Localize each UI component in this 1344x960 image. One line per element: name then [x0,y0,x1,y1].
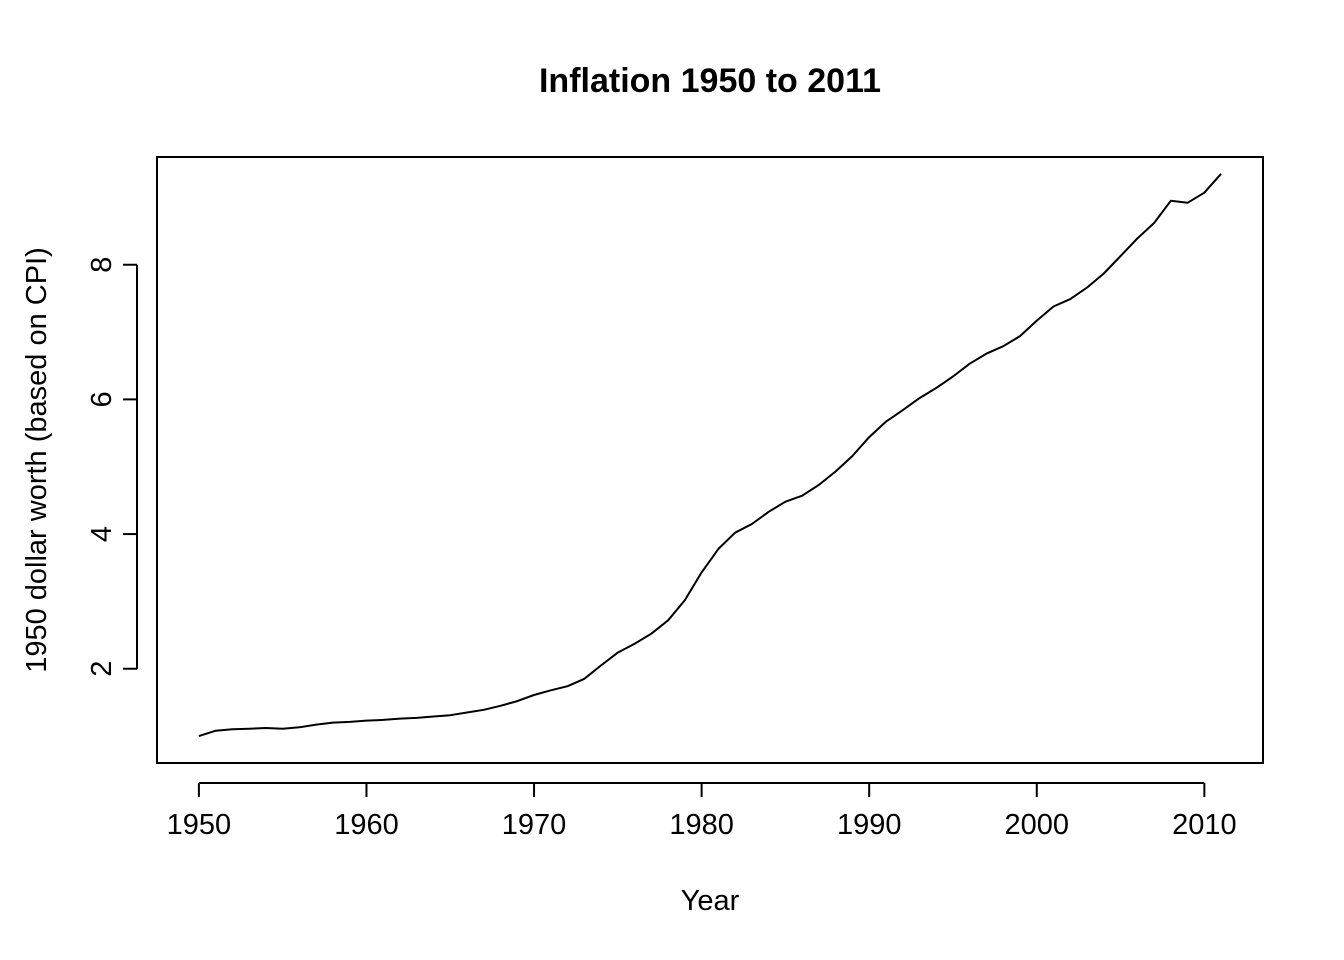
series-group [198,173,1222,738]
x-axis-label: Year [681,885,740,917]
x-tick-label: 1990 [837,809,902,841]
y-tick-label: 4 [86,526,118,542]
chart-title: Inflation 1950 to 2011 [539,62,881,100]
x-axis: 1950 1960 1970 1980 1990 2000 2010 [167,782,1237,841]
x-tick-label: 1980 [669,809,734,841]
y-tick-label: 6 [86,391,118,407]
x-tick-label: 1970 [502,809,567,841]
x-tick-label: 2010 [1172,809,1237,841]
x-tick-label: 1950 [167,809,232,841]
x-tick-label: 2000 [1005,809,1070,841]
x-tick-label: 1960 [334,809,399,841]
y-tick-label: 2 [86,661,118,677]
series-line [198,173,1222,738]
y-tick-label: 8 [86,257,118,273]
plot-frame [156,156,1264,764]
y-axis-label: 1950 dollar worth (based on CPI) [21,247,53,673]
y-axis: 2 4 6 8 [86,257,138,677]
